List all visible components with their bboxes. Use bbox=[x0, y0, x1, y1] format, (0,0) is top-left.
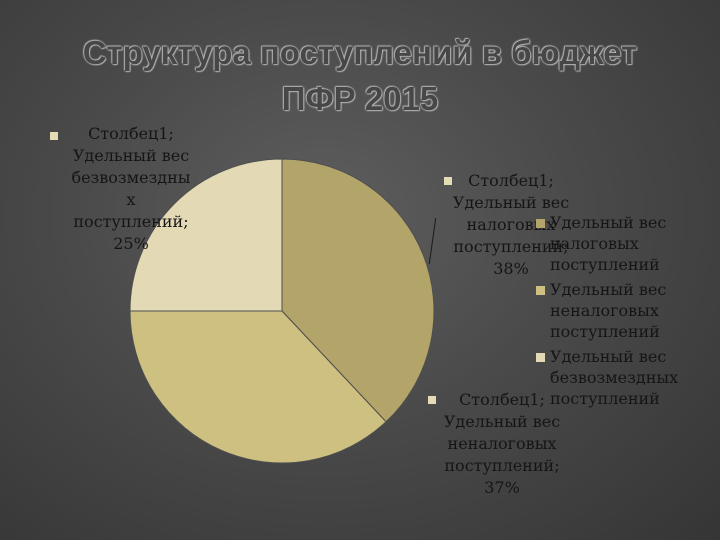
legend-label-line: неналоговых bbox=[550, 301, 659, 320]
legend-swatch-nontax bbox=[536, 286, 545, 295]
pie-slice-safe bbox=[129, 158, 283, 312]
data-label-line: Столбец1; bbox=[88, 124, 174, 143]
data-label-line: неналоговых bbox=[447, 434, 557, 453]
data-label-line: 25% bbox=[113, 234, 149, 253]
data-label-line: Удельный вес bbox=[443, 412, 561, 431]
legend-item-tax: Удельный вес налоговых поступлений bbox=[536, 212, 716, 275]
legend-swatch-safe bbox=[536, 353, 545, 362]
data-label-line: налоговых bbox=[466, 215, 556, 234]
data-label-line: поступлений; bbox=[73, 212, 189, 231]
data-label-line: х bbox=[126, 190, 136, 209]
data-label-tax: Столбец1; Удельный вес налоговых поступл… bbox=[446, 170, 576, 280]
chart-legend: Удельный вес налоговых поступлений Удель… bbox=[536, 212, 716, 413]
legend-label-nontax: Удельный вес неналоговых поступлений bbox=[550, 279, 716, 342]
legend-item-nontax: Удельный вес неналоговых поступлений bbox=[536, 279, 716, 342]
data-label-line: 37% bbox=[484, 478, 520, 497]
legend-label-tax: Удельный вес налоговых поступлений bbox=[550, 212, 716, 275]
legend-label-line: Удельный вес bbox=[550, 280, 667, 299]
label-bullet-tax bbox=[444, 177, 452, 185]
data-label-line: поступлений; bbox=[453, 237, 569, 256]
legend-item-safe: Удельный вес безвозмездных поступлений bbox=[536, 346, 716, 409]
data-label-nontax: Столбец1; Удельный вес неналоговых посту… bbox=[432, 389, 572, 499]
label-bullet-nontax bbox=[428, 396, 436, 404]
data-label-line: Удельный вес bbox=[72, 146, 190, 165]
data-label-safe: Столбец1; Удельный вес безвозмездны х по… bbox=[58, 123, 204, 255]
legend-label-line: безвозмездных bbox=[550, 368, 679, 387]
title-line-2: ПФР 2015 bbox=[281, 80, 439, 117]
legend-label-line: поступлений bbox=[550, 389, 660, 408]
pie-slice-tax bbox=[281, 158, 435, 423]
legend-label-line: Удельный вес bbox=[550, 347, 667, 366]
legend-label-line: налоговых bbox=[550, 234, 639, 253]
title-line-1: Структура поступлений в бюджет bbox=[82, 34, 638, 71]
data-label-line: Столбец1; bbox=[459, 390, 545, 409]
legend-label-line: Удельный вес bbox=[550, 213, 667, 232]
pie-slice-nontax bbox=[129, 310, 387, 464]
legend-swatch-tax bbox=[536, 219, 545, 228]
legend-label-safe: Удельный вес безвозмездных поступлений bbox=[550, 346, 716, 409]
legend-label-line: поступлений bbox=[550, 255, 660, 274]
chart-title: Структура поступлений в бюджет ПФР 2015 bbox=[0, 30, 720, 122]
data-label-line: Столбец1; bbox=[468, 171, 554, 190]
data-label-line: поступлений; bbox=[444, 456, 560, 475]
legend-label-line: поступлений bbox=[550, 322, 660, 341]
label-bullet-safe bbox=[50, 132, 58, 140]
data-label-line: безвозмездны bbox=[71, 168, 191, 187]
data-label-line: 38% bbox=[493, 259, 529, 278]
data-label-line: Удельный вес bbox=[452, 193, 570, 212]
